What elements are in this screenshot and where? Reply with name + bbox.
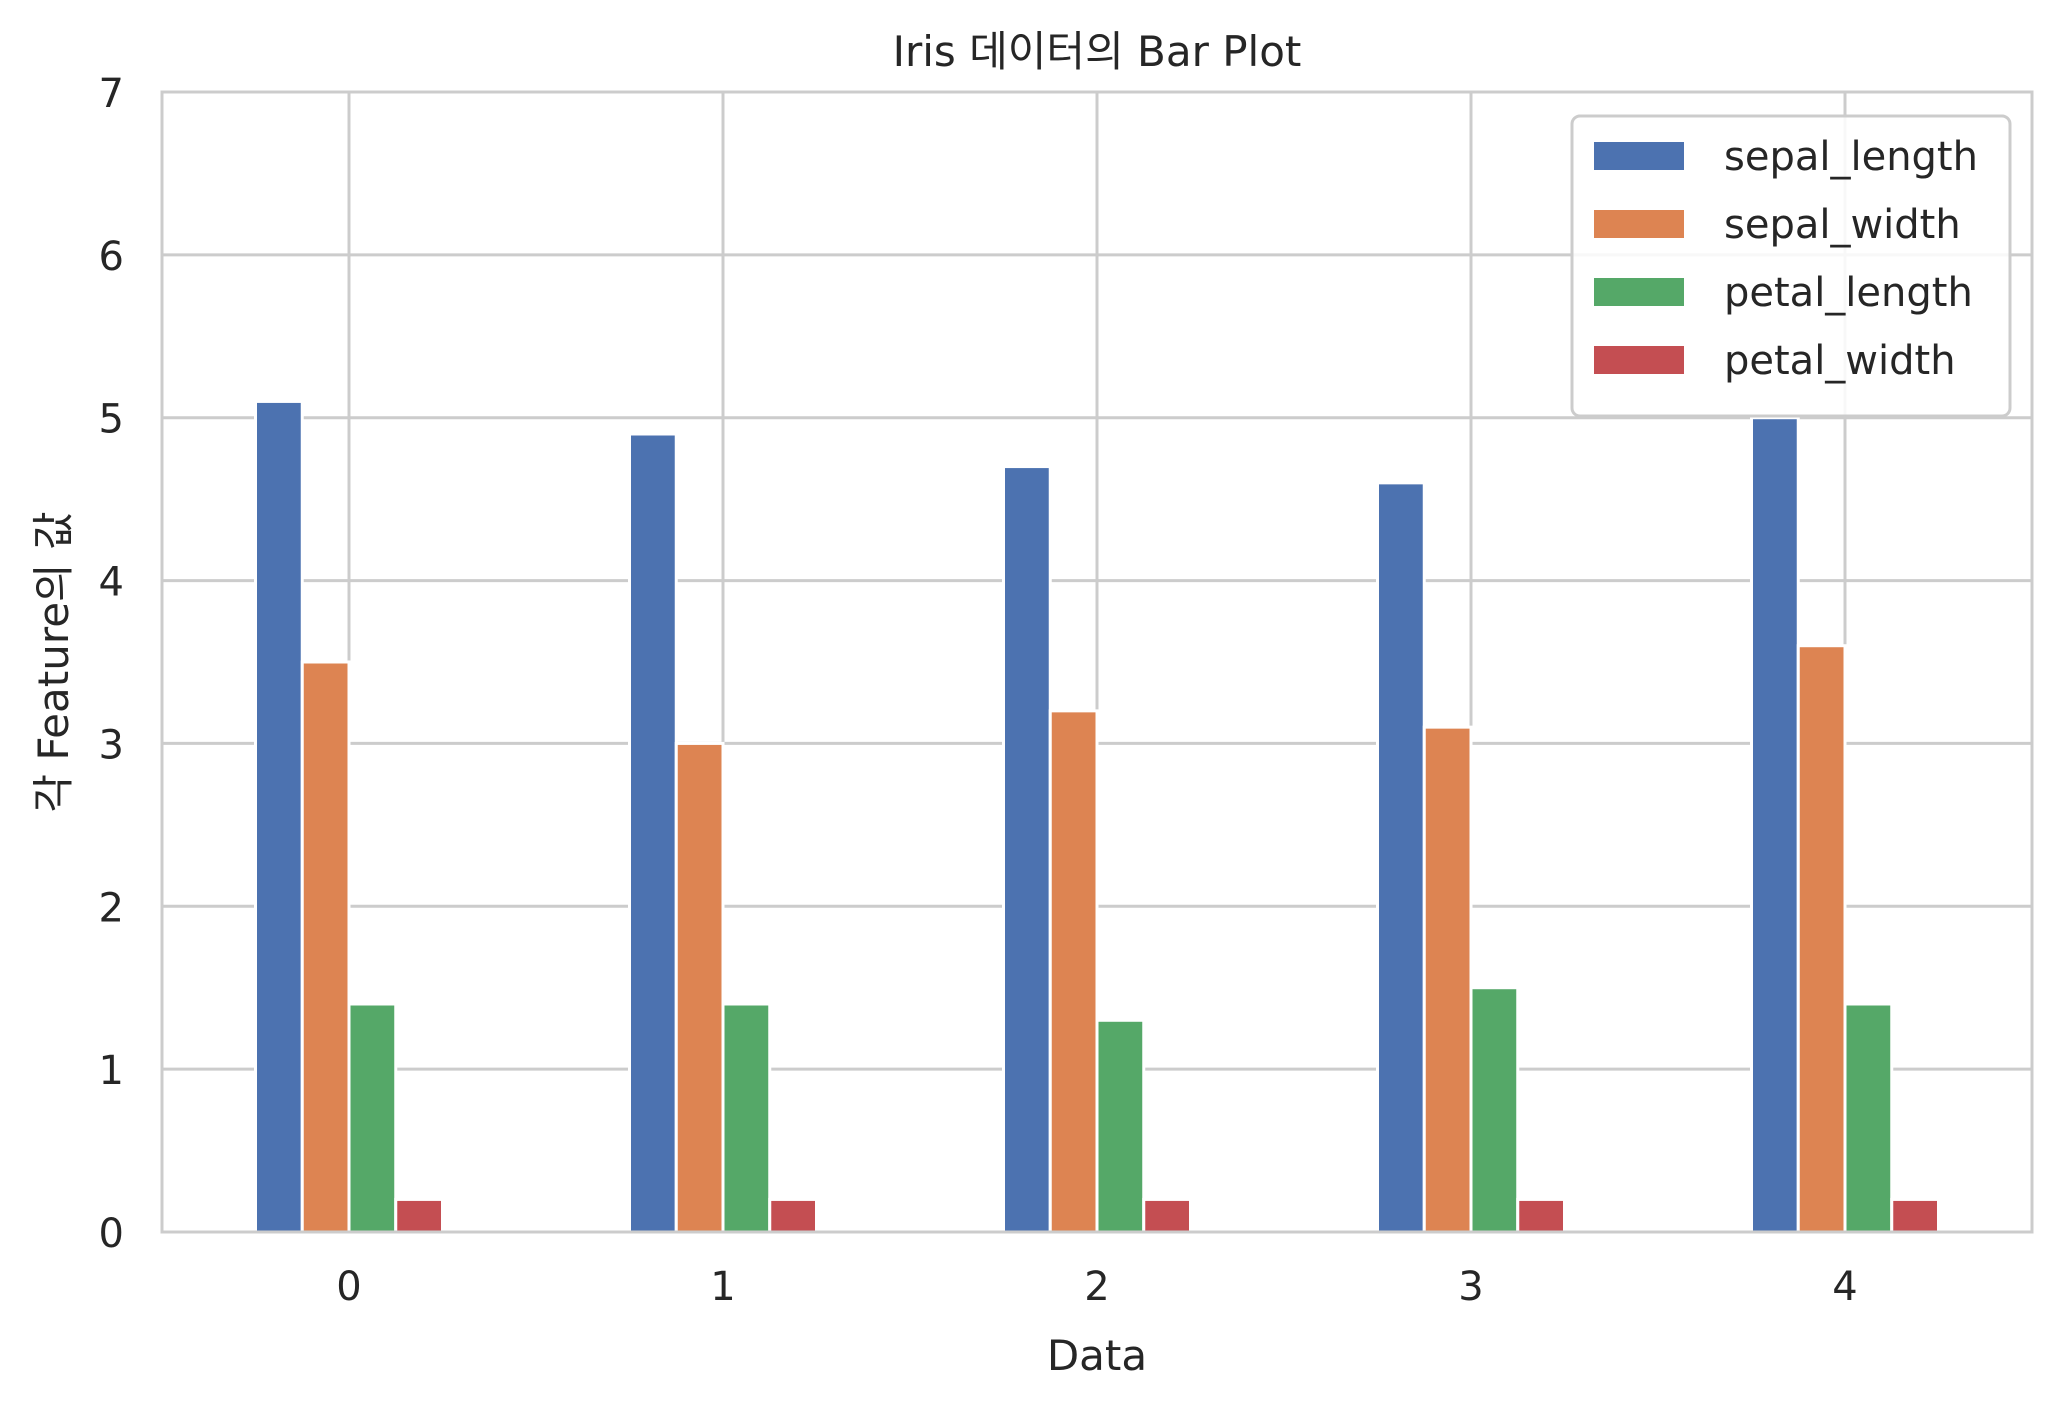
- y-tick-label: 7: [99, 71, 124, 117]
- x-tick-label: 3: [1458, 1264, 1483, 1310]
- legend-box: [1570, 114, 2012, 418]
- bar-sepal_width-4: [1796, 644, 1847, 1234]
- x-axis-label: Data: [1047, 1331, 1147, 1380]
- x-tick-label: 1: [710, 1264, 735, 1310]
- y-tick-label: 1: [99, 1048, 124, 1094]
- x-tick-label: 4: [1832, 1264, 1857, 1310]
- legend: sepal_length sepal_width petal_lengthpetal…: [1570, 114, 2012, 418]
- legend-label-petal_width: petal_width: [1724, 338, 1956, 384]
- bar-sepal_length-3: [1376, 481, 1426, 1234]
- y-tick-label: 4: [99, 560, 124, 606]
- legend-label-petal_length: petal_length: [1724, 270, 1973, 316]
- axes-frame: [160, 90, 2034, 1234]
- bar-sepal_width-3: [1422, 725, 1473, 1234]
- legend-swatch-sepal_length: [1594, 142, 1684, 170]
- legend-swatch-sepal_width: [1594, 210, 1684, 238]
- bar-sepal_length-1: [628, 432, 678, 1234]
- bar-petal_length-3: [1469, 986, 1520, 1234]
- x-tick-label: 2: [1084, 1264, 1109, 1310]
- y-tick-label: 3: [99, 722, 124, 768]
- bar-petal_width-1: [768, 1197, 818, 1234]
- bar-petal_width-0: [394, 1197, 444, 1234]
- chart-title: Iris 데이터의 Bar Plot: [893, 27, 1302, 76]
- x-tick-label: 0: [336, 1264, 361, 1310]
- y-tick-label: 5: [99, 397, 124, 443]
- bar-petal_length-0: [347, 1002, 398, 1234]
- bar-petal_length-4: [1843, 1002, 1894, 1234]
- bar-petal_width-4: [1890, 1197, 1940, 1234]
- bar-sepal_width-0: [300, 660, 351, 1234]
- bar-petal_width-3: [1516, 1197, 1566, 1234]
- y-tick-label: 0: [99, 1211, 124, 1257]
- bar-sepal_length-0: [254, 399, 304, 1234]
- legend-swatch-petal_width: [1594, 346, 1684, 374]
- bar-sepal_width-2: [1048, 709, 1099, 1234]
- legend-swatch-petal_length: [1594, 278, 1684, 306]
- y-axis-label: 각 Feature의 값: [29, 511, 78, 812]
- bar-petal_width-2: [1142, 1197, 1192, 1234]
- tick-labels: 0 1 2 3 4 5 6 7 0 1 2 3 4: [99, 71, 1858, 1310]
- legend-label-sepal_length: sepal_length: [1724, 134, 1978, 180]
- bar-sepal_length-2: [1002, 465, 1052, 1234]
- bars: [254, 399, 1940, 1234]
- bar-petal_length-1: [721, 1002, 772, 1234]
- bar-sepal_length-4: [1750, 416, 1800, 1234]
- y-tick-label: 6: [99, 234, 124, 280]
- legend-label-sepal_width: sepal_width: [1724, 202, 1961, 248]
- bar-sepal_width-1: [674, 741, 725, 1234]
- bar-petal_length-2: [1095, 1018, 1146, 1234]
- y-tick-label: 2: [99, 885, 124, 931]
